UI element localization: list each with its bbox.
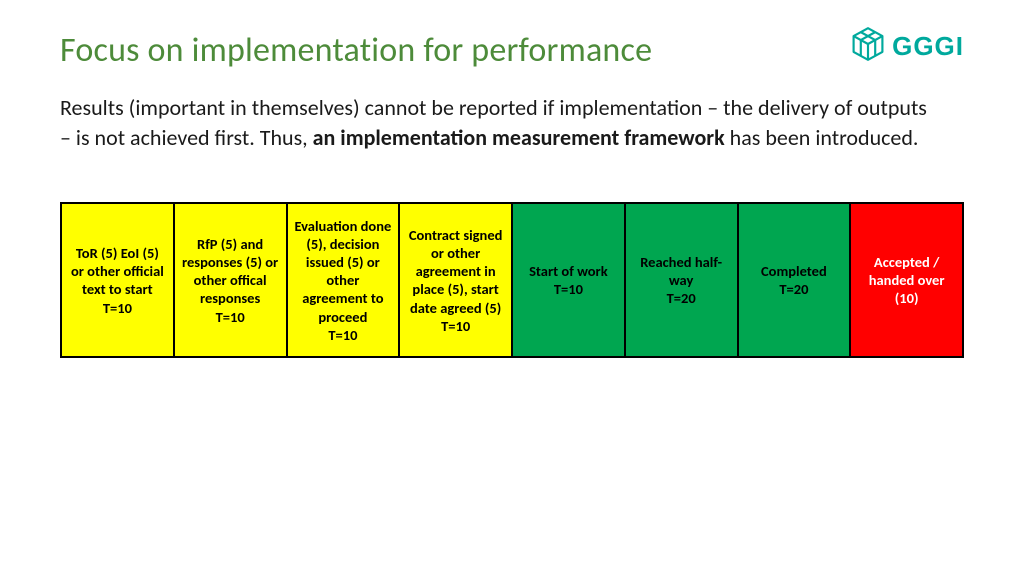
stage-cell: Completed T=20	[739, 204, 852, 356]
stages-row: ToR (5) EoI (5) or other official text t…	[60, 202, 964, 358]
logo-text: GGGI	[892, 31, 964, 62]
stage-label: Accepted / handed over (10)	[857, 253, 956, 307]
stage-label: Contract signed or other agreement in pl…	[406, 226, 505, 335]
stage-cell: Accepted / handed over (10)	[851, 204, 962, 356]
cube-icon	[850, 26, 886, 67]
stage-label: Evaluation done (5), decision issued (5)…	[294, 217, 393, 344]
body-bold: an implementation measurement framework	[313, 124, 725, 151]
stage-label: Reached half-way T=20	[632, 253, 731, 307]
stage-cell: Contract signed or other agreement in pl…	[400, 204, 513, 356]
stage-label: Start of work T=10	[529, 262, 608, 298]
stage-cell: RfP (5) and responses (5) or other offic…	[175, 204, 288, 356]
stage-cell: Start of work T=10	[513, 204, 626, 356]
stage-label: Completed T=20	[761, 262, 827, 298]
logo: GGGI	[850, 26, 964, 67]
body-post: has been introduced.	[725, 124, 919, 151]
stage-label: ToR (5) EoI (5) or other official text t…	[68, 244, 167, 317]
stage-cell: ToR (5) EoI (5) or other official text t…	[62, 204, 175, 356]
slide: Focus on implementation for performance …	[0, 0, 1024, 576]
stage-label: RfP (5) and responses (5) or other offic…	[181, 235, 280, 326]
page-title: Focus on implementation for performance	[60, 30, 652, 71]
body-paragraph: Results (important in themselves) cannot…	[60, 93, 940, 152]
stage-cell: Reached half-way T=20	[626, 204, 739, 356]
stage-cell: Evaluation done (5), decision issued (5)…	[288, 204, 401, 356]
header: Focus on implementation for performance …	[60, 28, 964, 71]
